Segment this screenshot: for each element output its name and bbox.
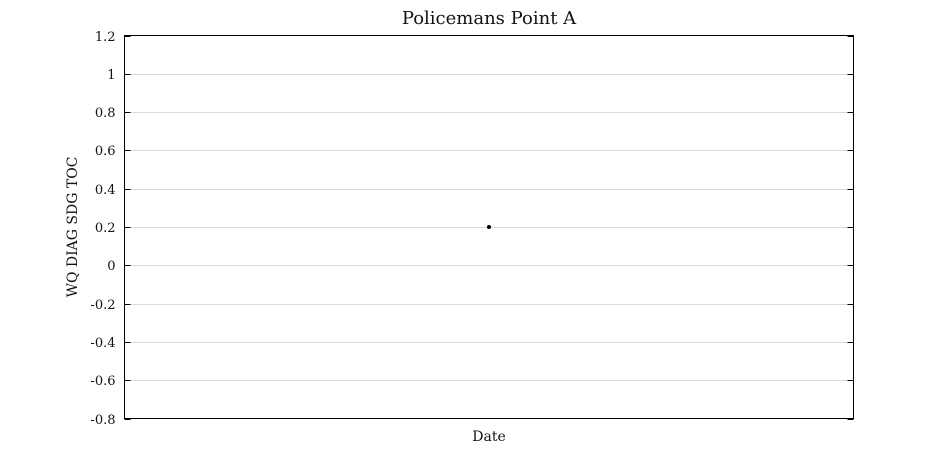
data-point <box>487 225 491 229</box>
y-tick-label: -0.8 <box>90 413 115 428</box>
y-axis-label: WQ DIAG SDG TOC <box>65 157 81 298</box>
data-points <box>487 225 491 229</box>
y-tick-label: -0.4 <box>90 336 115 351</box>
y-tick-label: 0.6 <box>95 144 116 159</box>
chart-title: Policemans Point A <box>402 8 577 29</box>
y-tick-label: -0.6 <box>90 374 115 389</box>
y-tick-label: -0.2 <box>90 298 115 313</box>
y-tick-label: 0.4 <box>95 183 116 198</box>
y-tick-label: 0.2 <box>95 221 116 236</box>
y-tick-label: 0.8 <box>95 106 116 121</box>
y-tick-label: 0 <box>107 259 115 274</box>
x-axis-label: Date <box>472 429 505 445</box>
y-tick-label: 1 <box>107 68 115 83</box>
y-tick-label: 1.2 <box>95 30 116 45</box>
y-ticks: -0.8 -0.6 -0.4 -0.2 0 0.2 0.4 0.6 0.8 1 1.2 <box>90 30 854 428</box>
